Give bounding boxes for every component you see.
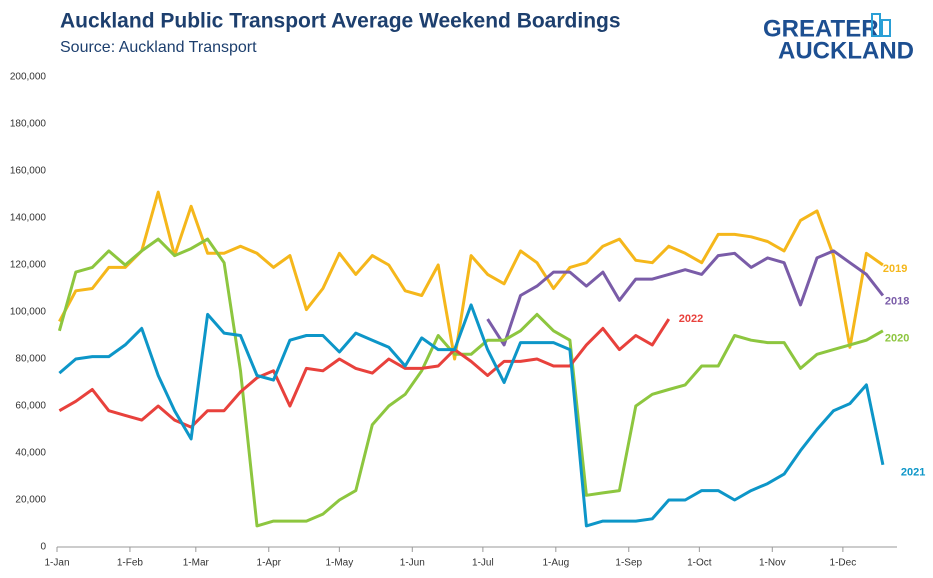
- y-tick-label: 160,000: [10, 166, 47, 177]
- y-tick-label: 100,000: [10, 307, 47, 318]
- y-tick-label: 80,000: [15, 354, 46, 365]
- x-tick-label: 1-Jul: [472, 558, 494, 569]
- logo-text: AUCKLAND: [778, 37, 914, 64]
- logo-text: GREATER: [763, 15, 879, 42]
- logo: GREATER AUCKLAND: [763, 13, 914, 64]
- series-line: [57, 237, 884, 528]
- series-label: 2018: [885, 295, 909, 307]
- x-tick-label: 1-May: [325, 558, 353, 569]
- series-label: 2019: [883, 263, 907, 275]
- chart-title: Auckland Public Transport Average Weeken…: [60, 10, 621, 33]
- series-label: 2022: [679, 313, 703, 325]
- logo-icon: [881, 19, 891, 37]
- series-line: [58, 190, 884, 361]
- series-label: 2021: [901, 467, 925, 479]
- x-tick-label: 1-Sep: [615, 558, 642, 569]
- series-line: [486, 249, 885, 347]
- y-tick-label: 120,000: [10, 260, 47, 271]
- y-tick-label: 140,000: [10, 213, 47, 224]
- y-tick-label: 0: [40, 542, 46, 553]
- x-tick-label: 1-Jan: [44, 558, 69, 569]
- y-tick-label: 180,000: [10, 119, 47, 130]
- x-tick-label: 1-Aug: [542, 558, 569, 569]
- x-tick-label: 1-Jun: [400, 558, 425, 569]
- chart-subtitle: Source: Auckland Transport: [60, 39, 257, 56]
- y-tick-label: 40,000: [15, 448, 46, 459]
- x-tick-label: 1-Apr: [257, 558, 282, 569]
- series-label: 2020: [885, 333, 909, 345]
- series-line: [58, 303, 885, 528]
- x-tick-label: 1-Feb: [117, 558, 144, 569]
- x-tick-label: 1-Nov: [759, 558, 786, 569]
- series-line: [58, 318, 671, 429]
- y-tick-label: 200,000: [10, 72, 47, 83]
- logo-icon: [871, 13, 881, 37]
- y-tick-label: 20,000: [15, 495, 46, 506]
- x-tick-label: 1-Mar: [183, 558, 210, 569]
- x-tick-label: 1-Oct: [687, 558, 712, 569]
- y-tick-label: 60,000: [15, 401, 46, 412]
- x-tick-label: 1-Dec: [830, 558, 857, 569]
